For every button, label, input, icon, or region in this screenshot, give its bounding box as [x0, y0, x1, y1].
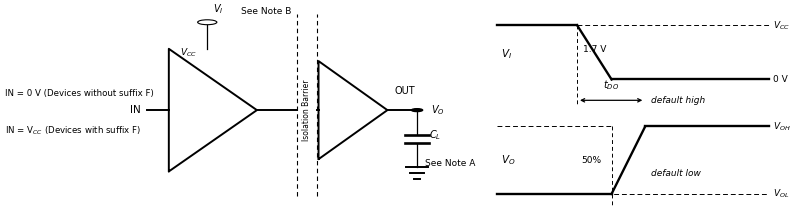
Text: $V_O$: $V_O$ [431, 103, 445, 117]
Text: $t_{DO}$: $t_{DO}$ [603, 78, 619, 92]
Text: Isolation Barrier: Isolation Barrier [302, 79, 311, 141]
Text: default low: default low [650, 169, 701, 178]
Text: IN = 0 V (Devices without suffix F): IN = 0 V (Devices without suffix F) [5, 89, 153, 98]
Text: OUT: OUT [395, 86, 415, 96]
Text: 50%: 50% [581, 156, 602, 165]
Text: $V_I$: $V_I$ [501, 47, 512, 61]
Text: default high: default high [650, 96, 705, 105]
Text: See Note A: See Note A [425, 159, 476, 168]
Text: See Note B: See Note B [241, 7, 291, 16]
Text: 0 V: 0 V [773, 75, 788, 84]
Text: $V_I$: $V_I$ [213, 2, 223, 16]
Text: $C_L$: $C_L$ [429, 128, 441, 142]
Text: $V_O$: $V_O$ [501, 153, 516, 167]
Text: $V_{CC}$: $V_{CC}$ [773, 19, 790, 32]
Text: 1.7 V: 1.7 V [583, 45, 606, 54]
Text: $V_{OL}$: $V_{OL}$ [773, 188, 790, 200]
Text: $V_{CC}$: $V_{CC}$ [180, 47, 196, 59]
Text: IN = V$_{CC}$ (Devices with suffix F): IN = V$_{CC}$ (Devices with suffix F) [5, 124, 140, 137]
Text: $V_{OH}$: $V_{OH}$ [773, 120, 791, 133]
Text: IN: IN [130, 105, 141, 115]
Ellipse shape [411, 109, 423, 112]
